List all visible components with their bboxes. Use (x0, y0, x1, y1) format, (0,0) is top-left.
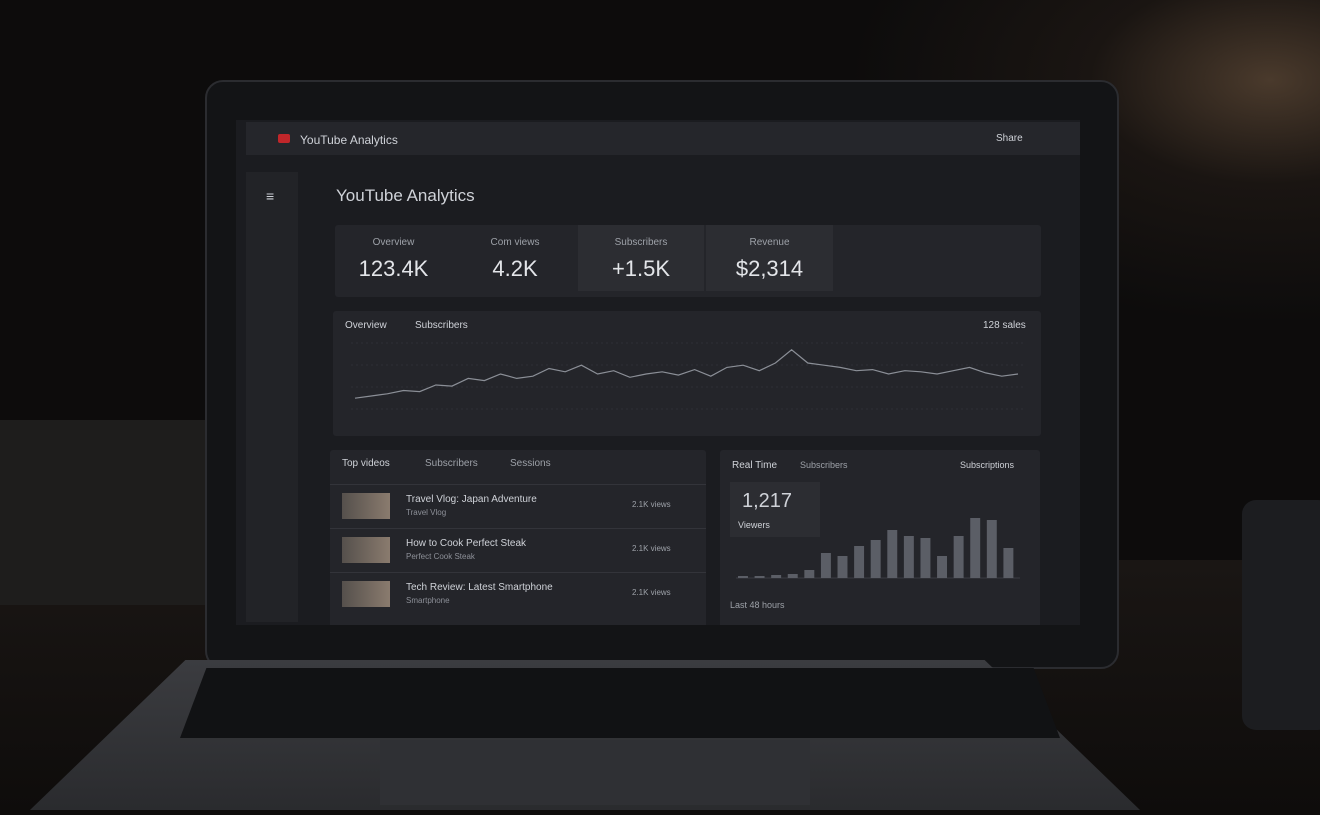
mug (1242, 500, 1320, 730)
video-row[interactable]: How to Cook Perfect Steak Perfect Cook St… (330, 528, 706, 571)
page-heading: YouTube Analytics (336, 186, 475, 205)
sidebar: ≡ (246, 172, 298, 622)
overview-line (354, 349, 1019, 399)
video-subtitle: Smartphone (406, 596, 450, 605)
trackpad (380, 740, 810, 805)
metric-card: Com views 4.2K (452, 225, 578, 291)
bar (870, 540, 881, 578)
overview-chart (351, 342, 1023, 410)
metric-card: Revenue $2,314 (706, 225, 833, 291)
bar (854, 546, 865, 578)
overview-panel: Overview Subscribers 128 sales (333, 311, 1041, 436)
metric-label: Com views (490, 237, 540, 248)
tab[interactable]: Sessions (510, 458, 551, 469)
bar (986, 520, 997, 578)
topbar-title[interactable]: YouTube Analytics (300, 133, 398, 147)
metric-value: +1.5K (611, 256, 671, 281)
rt-count: 1,217 (742, 490, 793, 512)
bar (1003, 548, 1014, 578)
metric-label: Subscribers (614, 237, 668, 248)
video-views: 2.1K views (632, 500, 671, 509)
video-subtitle: Perfect Cook Steak (406, 552, 475, 561)
summary: 128 sales (983, 320, 1026, 331)
bar (837, 556, 848, 578)
bar (920, 538, 931, 578)
metric-card: Subscribers +1.5K (578, 225, 704, 291)
video-subtitle: Travel Vlog (406, 508, 447, 517)
rt-footer: Last 48 hours (730, 600, 785, 610)
metric-card: Overview 123.4K (335, 225, 452, 291)
count-box: 1,217 Viewers (730, 482, 820, 537)
bar (787, 574, 798, 578)
share-button[interactable]: Share (996, 133, 1023, 144)
menu-icon[interactable]: ≡ (266, 188, 275, 204)
video-title: Travel Vlog: Japan Adventure (406, 494, 537, 505)
bar (804, 570, 815, 578)
books (0, 420, 205, 605)
keyboard (180, 668, 1060, 738)
tab[interactable]: Subscribers (425, 458, 478, 469)
top-videos: Top videos Subscribers Sessions Travel V… (330, 450, 706, 625)
bar (820, 553, 831, 578)
bar (937, 556, 948, 578)
video-views: 2.1K views (632, 588, 671, 597)
rt-count-label: Viewers (738, 520, 770, 530)
screen: YouTube Analytics Share ≡ YouTube Analyt… (236, 120, 1080, 625)
metric-value: 123.4K (358, 256, 429, 281)
thumbnail (342, 581, 390, 607)
rt-title: Real Time (732, 460, 778, 471)
bar (903, 536, 914, 578)
real-time-chart (736, 518, 1020, 579)
bar (754, 576, 765, 578)
rt-tab[interactable]: Subscribers (800, 460, 848, 470)
bar (887, 530, 898, 578)
thumbnail (342, 537, 390, 563)
metric-label: Overview (372, 237, 415, 248)
metrics: Overview 123.4K Com views 4.2K Subscribers +1… (335, 225, 1041, 297)
video-row[interactable]: Tech Review: Latest Smartphone Smartphone… (330, 572, 706, 615)
real-time: Real Time Subscribers Subscriptions 1,21… (720, 450, 1040, 625)
metric-value: 4.2K (492, 256, 538, 281)
metric-value: $2,314 (735, 256, 804, 281)
tab[interactable]: Subscribers (415, 320, 468, 331)
video-views: 2.1K views (632, 544, 671, 553)
video-title: Tech Review: Latest Smartphone (406, 582, 553, 593)
bar (953, 536, 964, 578)
rt-side: Subscriptions (960, 460, 1015, 470)
video-title: How to Cook Perfect Steak (406, 538, 527, 549)
video-row[interactable]: Travel Vlog: Japan Adventure Travel Vlog 2… (330, 484, 706, 527)
top-bar: YouTube Analytics Share (246, 122, 1080, 155)
logo (278, 134, 290, 143)
thumbnail (342, 493, 390, 519)
bar (771, 575, 782, 578)
bar (970, 518, 981, 578)
bar (738, 576, 748, 578)
tab[interactable]: Overview (345, 320, 387, 331)
tab[interactable]: Top videos (342, 458, 390, 469)
metric-label: Revenue (749, 237, 790, 248)
